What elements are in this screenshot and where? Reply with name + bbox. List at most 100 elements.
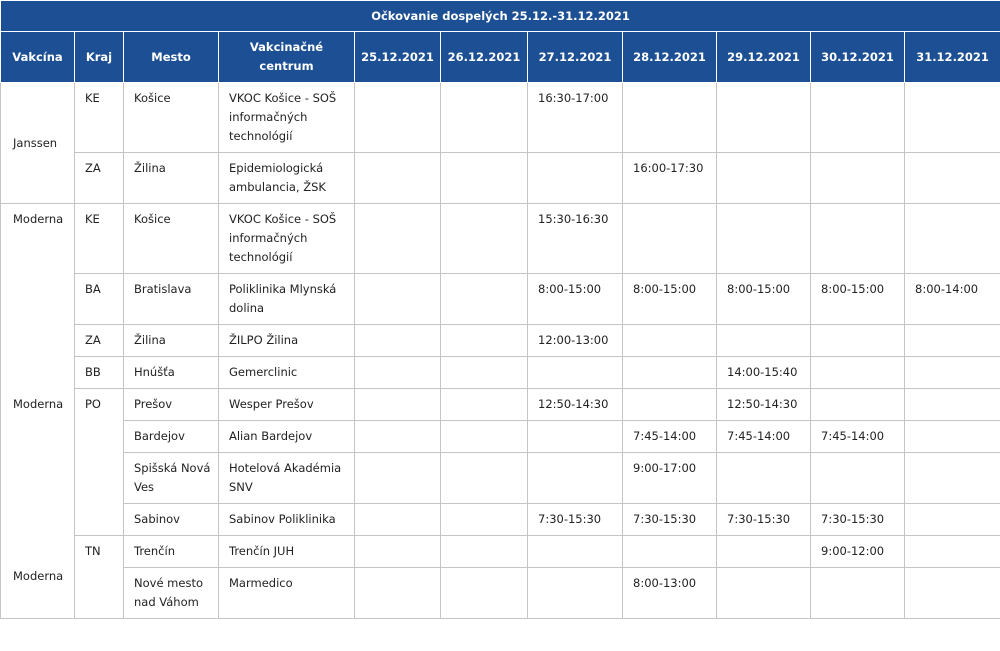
table-row: Sabinov Sabinov Poliklinika 7:30-15:30 7:30… bbox=[1, 503, 1000, 536]
time-cell: 7:30-15:30 bbox=[810, 503, 905, 536]
time-cell bbox=[527, 356, 623, 389]
time-cell bbox=[440, 503, 528, 536]
time-cell bbox=[527, 152, 623, 204]
time-cell: 9:00-12:00 bbox=[810, 535, 905, 568]
time-cell bbox=[354, 535, 441, 568]
time-cell bbox=[810, 82, 905, 153]
table-row: Janssen KE Košice VKOC Košice - SOŠ informa… bbox=[0, 82, 1000, 204]
time-cell bbox=[354, 388, 441, 421]
time-cell bbox=[810, 567, 905, 619]
city-cell: Košice bbox=[123, 82, 219, 153]
time-cell bbox=[440, 388, 528, 421]
table-title: Očkovanie dospelých 25.12.-31.12.2021 bbox=[0, 0, 1000, 32]
time-cell bbox=[527, 452, 623, 504]
time-cell bbox=[716, 203, 811, 274]
time-cell bbox=[354, 452, 441, 504]
center-cell: VKOC Košice - SOŠ informačných technológ… bbox=[218, 203, 355, 274]
time-cell: 8:00-15:00 bbox=[716, 273, 811, 325]
vaccine-cell: Moderna bbox=[0, 535, 75, 619]
time-cell bbox=[716, 152, 811, 204]
time-cell: 7:30-15:30 bbox=[527, 503, 623, 536]
center-cell: Wesper Prešov bbox=[218, 388, 355, 421]
time-cell bbox=[903, 503, 1000, 536]
time-cell bbox=[440, 452, 528, 504]
time-cell bbox=[810, 356, 905, 389]
table-row: Spišská Nová Ves Hotelová Akadémia SNV 9:0… bbox=[1, 452, 1000, 504]
time-cell bbox=[354, 420, 441, 453]
city-cell: Bardejov bbox=[123, 420, 219, 453]
column-header: 29.12.2021 bbox=[716, 31, 811, 83]
time-cell bbox=[810, 152, 905, 204]
city-cell: Žilina bbox=[123, 324, 219, 357]
time-cell: 8:00-13:00 bbox=[622, 567, 717, 619]
time-cell bbox=[903, 152, 1000, 204]
region-cell: KE bbox=[74, 82, 124, 153]
column-header: Mesto bbox=[123, 31, 219, 83]
time-cell: 8:00-14:00 bbox=[903, 273, 1000, 325]
city-cell: Sabinov bbox=[123, 503, 219, 536]
time-cell: 9:00-17:00 bbox=[622, 452, 717, 504]
time-cell bbox=[354, 503, 441, 536]
time-cell bbox=[440, 203, 528, 274]
time-cell: 12:00-13:00 bbox=[527, 324, 623, 357]
center-cell: Epidemiologická ambulancia, ŽSK bbox=[218, 152, 355, 204]
center-cell: VKOC Košice - SOŠ informačných technológ… bbox=[218, 82, 355, 153]
city-cell: Košice bbox=[123, 203, 219, 274]
table-row: Moderna BA Bratislava Poliklinika Mlynská d… bbox=[0, 273, 1000, 536]
city-cell: Hnúšťa bbox=[123, 356, 219, 389]
time-cell bbox=[354, 203, 441, 274]
time-cell bbox=[810, 203, 905, 274]
time-cell bbox=[440, 535, 528, 568]
region-cell: ZA bbox=[74, 324, 124, 357]
schedule-table: Očkovanie dospelých 25.12.-31.12.2021 Vak… bbox=[0, 0, 1000, 619]
time-cell bbox=[622, 324, 717, 357]
time-cell: 7:45-14:00 bbox=[716, 420, 811, 453]
time-cell bbox=[354, 82, 441, 153]
time-cell bbox=[903, 356, 1000, 389]
center-cell: ŽILPO Žilina bbox=[218, 324, 355, 357]
column-header: 31.12.2021 bbox=[903, 31, 1000, 83]
time-cell bbox=[440, 567, 528, 619]
city-cell: Nové mesto nad Váhom bbox=[123, 567, 219, 619]
time-cell bbox=[903, 203, 1000, 274]
time-cell bbox=[440, 273, 528, 325]
time-cell bbox=[440, 324, 528, 357]
time-cell: 8:00-15:00 bbox=[622, 273, 717, 325]
time-cell bbox=[903, 420, 1000, 453]
center-cell: Alian Bardejov bbox=[218, 420, 355, 453]
time-cell bbox=[810, 324, 905, 357]
time-cell: 7:30-15:30 bbox=[716, 503, 811, 536]
region-cell: BA bbox=[74, 273, 124, 325]
title-row: Očkovanie dospelých 25.12.-31.12.2021 bbox=[0, 0, 1000, 32]
column-header: Vakcinačné centrum bbox=[218, 31, 355, 83]
time-cell: 16:00-17:30 bbox=[622, 152, 717, 204]
center-cell: Gemerclinic bbox=[218, 356, 355, 389]
time-cell bbox=[440, 82, 528, 153]
center-cell: Hotelová Akadémia SNV bbox=[218, 452, 355, 504]
table-row: PO Prešov Wesper Prešov 12:50-14:30 12:50-14… bbox=[1, 388, 1000, 536]
time-cell: 7:45-14:00 bbox=[622, 420, 717, 453]
table-row: ZA Žilina ŽILPO Žilina 12:00-13:00 bbox=[1, 324, 1000, 357]
center-cell: Sabinov Poliklinika bbox=[218, 503, 355, 536]
time-cell bbox=[810, 452, 905, 504]
table-row: Moderna TN Trenčín Trenčín JUH 9:00-12:00 bbox=[0, 535, 1000, 619]
region-cell: ZA bbox=[74, 152, 124, 204]
column-header: 26.12.2021 bbox=[440, 31, 528, 83]
city-cell: Trenčín bbox=[123, 535, 219, 568]
time-cell bbox=[440, 420, 528, 453]
column-header: Vakcína bbox=[0, 31, 75, 83]
column-header: 27.12.2021 bbox=[527, 31, 623, 83]
table-row: BB Hnúšťa Gemerclinic 14:00-15:40 bbox=[1, 356, 1000, 389]
header-row: Vakcína Kraj Mesto Vakcinačné centrum 25.12.… bbox=[0, 31, 1000, 83]
time-cell: 15:30-16:30 bbox=[527, 203, 623, 274]
time-cell bbox=[622, 356, 717, 389]
time-cell: 7:45-14:00 bbox=[810, 420, 905, 453]
time-cell bbox=[716, 452, 811, 504]
time-cell bbox=[903, 567, 1000, 619]
time-cell bbox=[622, 388, 717, 421]
column-header: Kraj bbox=[74, 31, 124, 83]
region-cell: PO bbox=[74, 388, 124, 536]
city-cell: Bratislava bbox=[123, 273, 219, 325]
time-cell bbox=[903, 82, 1000, 153]
time-cell bbox=[716, 567, 811, 619]
